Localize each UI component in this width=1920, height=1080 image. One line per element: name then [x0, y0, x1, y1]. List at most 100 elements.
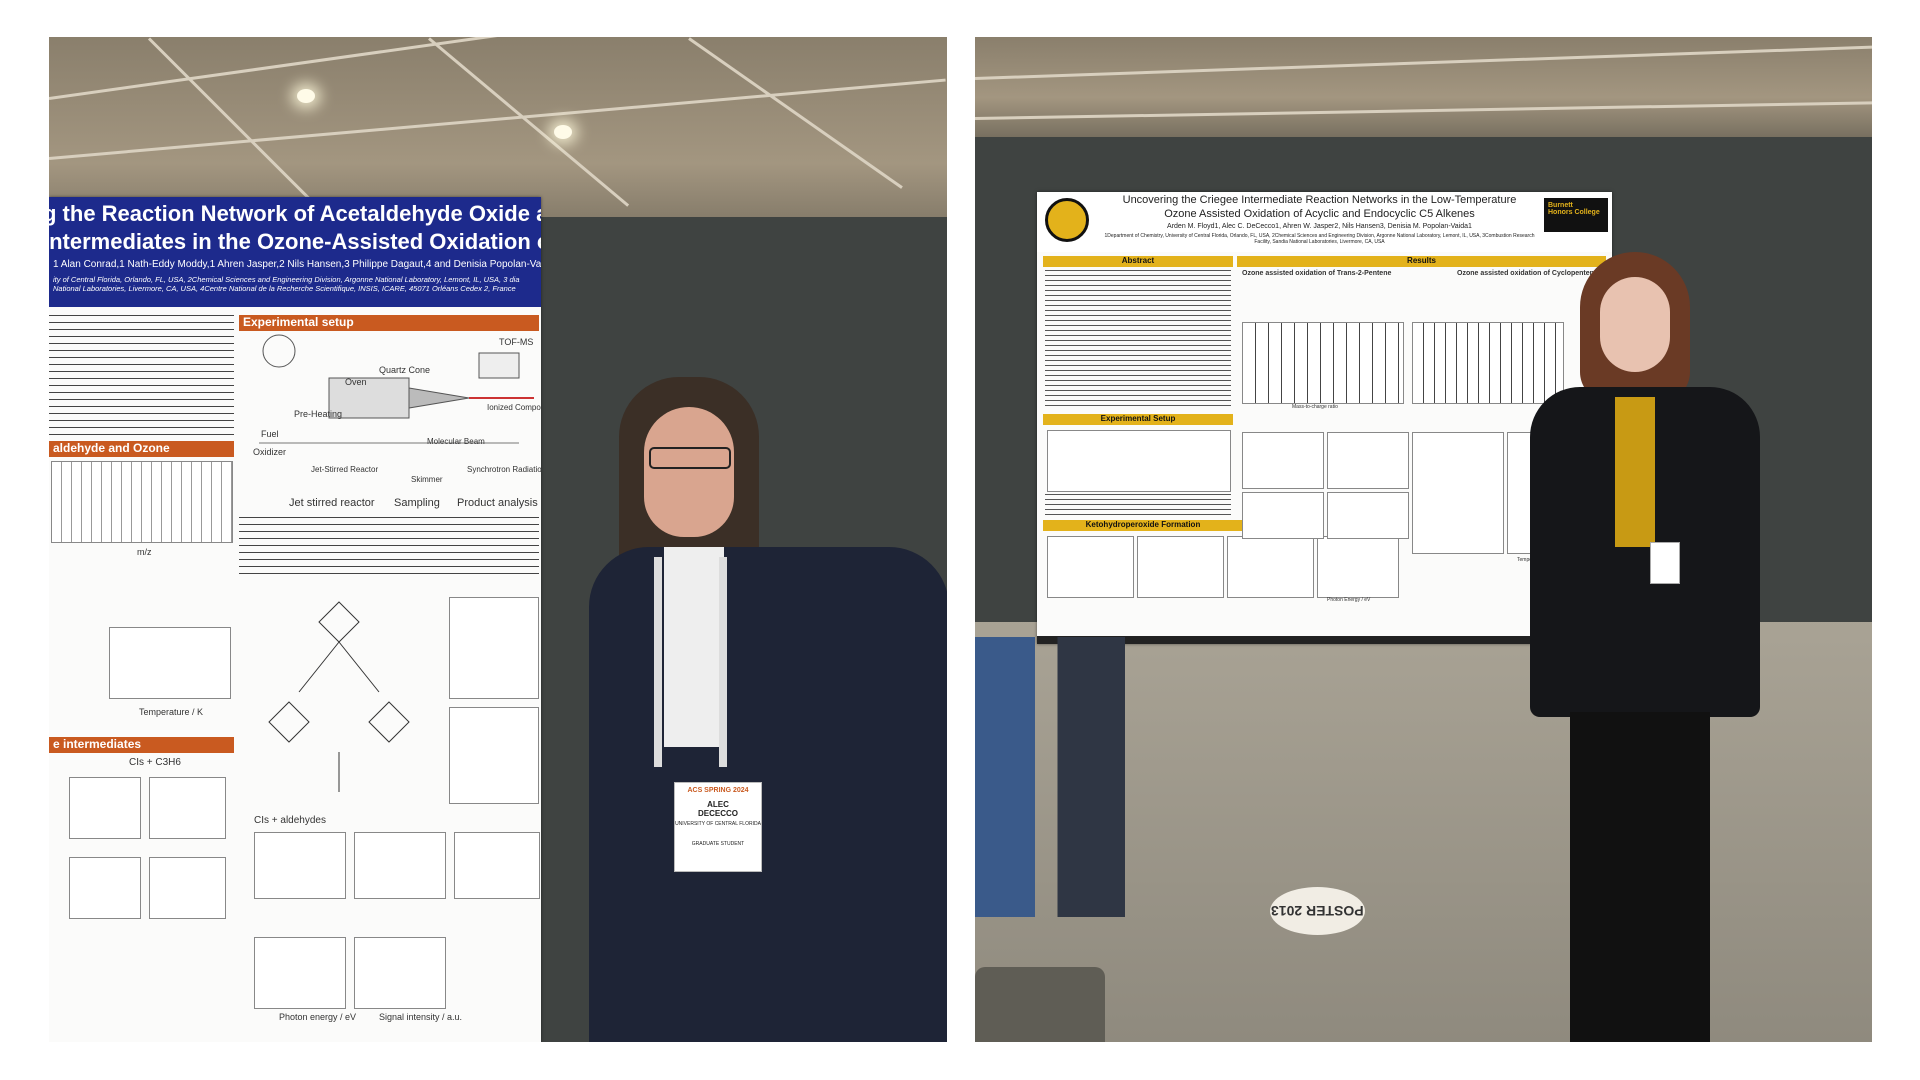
- axis-label-signal: Signal intensity / a.u.: [379, 1012, 463, 1022]
- poster-header: Uncovering the Criegee Intermediate Reac…: [1037, 192, 1612, 252]
- name-badge: [1650, 542, 1680, 584]
- label-tof-ms: TOF-MS: [499, 337, 534, 347]
- label-molecular-beam: Molecular Beam: [427, 437, 485, 446]
- ceiling-light: [554, 125, 572, 139]
- results-plot-6: [1327, 492, 1409, 539]
- poster-authors: Arden M. Floyd1, Alec C. DeCecco1, Ahren…: [1167, 223, 1472, 230]
- poster-title-line2: Intermediates in the Ozone-Assisted Oxid…: [49, 229, 541, 254]
- poster-footer-bar: [1037, 636, 1612, 644]
- axis-label-mass-to-charge: Mass-to-charge ratio: [1292, 404, 1338, 410]
- keto-plot-3: [1227, 536, 1314, 598]
- poster-authors: 1 Alan Conrad,1 Nath-Eddy Moddy,1 Ahren …: [53, 259, 541, 270]
- badge-role: GRADUATE STUDENT: [691, 841, 745, 847]
- badge-affiliation: UNIVERSITY OF CENTRAL FLORIDA: [675, 821, 761, 827]
- section-experimental-setup: Experimental setup: [239, 315, 539, 331]
- label-pre-heating: Pre-Heating: [294, 409, 343, 419]
- label-quartz-cone: Quartz Cone: [379, 365, 431, 375]
- right-photo: Uncovering the Criegee Intermediate Reac…: [975, 37, 1872, 1042]
- experimental-setup-diagram: [1047, 430, 1231, 492]
- series-cis-aldehydes: CIs + aldehydes: [254, 815, 326, 826]
- signal-plot-3: [69, 857, 141, 919]
- face: [644, 407, 734, 537]
- mass-spectrum-cyclo: [1412, 322, 1564, 404]
- left-photo: g the Reaction Network of Acetaldehyde O…: [49, 37, 947, 1042]
- honors-college-logo: Burnett Honors College: [1544, 198, 1608, 232]
- backpack: [975, 967, 1105, 1042]
- subhead-trans-2-pentene: Ozone assisted oxidation of Trans-2-Pent…: [1242, 270, 1392, 277]
- label-fuel: Fuel: [261, 429, 279, 439]
- results-plot-5: [1242, 492, 1324, 539]
- abstract-text: [1045, 270, 1231, 410]
- poster-number-floor-sign: POSTER 2013: [1270, 887, 1365, 935]
- results-plot-2: [1327, 432, 1409, 489]
- label-synchrotron-radiation: Synchrotron Radiation: [467, 465, 541, 474]
- research-poster: Uncovering the Criegee Intermediate Reac…: [1037, 192, 1612, 644]
- floor-sign-text: POSTER 2013: [1271, 903, 1364, 919]
- experimental-setup-diagram: [259, 334, 534, 444]
- section-experimental-setup: Experimental Setup: [1043, 414, 1233, 425]
- presenter-male: [589, 377, 947, 1042]
- logo-text-burnett: Burnett: [1548, 202, 1573, 209]
- section-results: Results: [1237, 256, 1606, 267]
- poster-affiliations: 1Department of Chemistry, University of …: [1104, 233, 1535, 245]
- temperature-profile-plot: [449, 597, 539, 699]
- mass-spectrum-plot: [51, 461, 233, 543]
- section-abstract: Abstract: [1043, 256, 1233, 267]
- signal-plot-4: [149, 857, 226, 919]
- stage-sampling: Sampling: [394, 497, 440, 509]
- logo-text-honors: Honors College: [1548, 209, 1600, 216]
- research-poster: g the Reaction Network of Acetaldehyde O…: [49, 197, 541, 1042]
- ucf-logo-icon: [1045, 198, 1089, 242]
- shirt: [664, 547, 724, 747]
- photon-energy-plot-right: [449, 707, 539, 804]
- suit-jacket: [589, 547, 947, 1042]
- label-oven: Oven: [345, 377, 367, 387]
- yellow-blouse: [1615, 397, 1655, 547]
- signal-plot-7: [454, 832, 540, 899]
- poster-title-line1: g the Reaction Network of Acetaldehyde O…: [49, 201, 541, 226]
- badge-name-first: ALEC: [707, 800, 729, 809]
- axis-label-photon-energy: Photon energy / eV: [279, 1012, 357, 1022]
- name-badge: ACS SPRING 2024 ALEC DECECCO UNIVERSITY …: [674, 782, 762, 872]
- face: [1600, 277, 1670, 372]
- ceiling-light: [297, 89, 315, 103]
- badge-name-last: DECECCO: [697, 809, 738, 818]
- results-plot-1: [1242, 432, 1324, 489]
- glasses: [649, 447, 731, 469]
- other-visitors-legs: [975, 637, 1125, 917]
- lanyard: [654, 557, 662, 767]
- experimental-caption: [1045, 494, 1231, 516]
- axis-label-temperature: Temperature / K: [139, 707, 204, 717]
- keto-plot-4: [1317, 536, 1399, 598]
- signal-plot-1: [69, 777, 141, 839]
- results-plot-3: [1412, 432, 1504, 554]
- stage-product-analysis: Product analysis: [457, 497, 538, 509]
- axis-label-photon-energy: Photon Energy / eV: [1327, 597, 1371, 603]
- signal-plot-8: [254, 937, 346, 1009]
- reaction-mechanism-diagram: [268, 601, 410, 792]
- series-cis-c3h6: CIs + C3H6: [129, 757, 181, 768]
- label-oxidizer: Oxidizer: [253, 447, 287, 457]
- presenter-female: [1530, 252, 1760, 1042]
- keto-plot-1: [1047, 536, 1134, 598]
- section-intermediates: e intermediates: [49, 737, 234, 753]
- intro-text: [49, 315, 234, 435]
- signal-plot-9: [354, 937, 446, 1009]
- lanyard: [719, 557, 727, 767]
- subhead-cyclopentene: Ozone assisted oxidation of Cyclopentene: [1457, 270, 1598, 277]
- axis-label-mz: m/z: [137, 547, 152, 557]
- signal-plot-6: [354, 832, 446, 899]
- poster-affiliations: ity of Central Florida, Orlando, FL, USA…: [53, 275, 520, 293]
- stage-jet-stirred-reactor: Jet stirred reactor: [289, 497, 375, 509]
- label-jet-stirred-reactor: Jet-Stirred Reactor: [311, 465, 379, 474]
- photoionization-plot: [109, 627, 231, 699]
- label-ionized-compounds: Ionized Compounds: [487, 403, 541, 412]
- label-skimmer: Skimmer: [411, 475, 443, 484]
- badge-event: ACS SPRING 2024: [687, 787, 749, 794]
- section-acetaldehyde-ozone: aldehyde and Ozone: [49, 441, 234, 457]
- signal-plot-5: [254, 832, 346, 899]
- poster-title-line2: Ozone Assisted Oxidation of Acyclic and …: [1164, 208, 1475, 220]
- mass-spectrum-trans: [1242, 322, 1404, 404]
- keto-plot-2: [1137, 536, 1224, 598]
- signal-plot-2: [149, 777, 226, 839]
